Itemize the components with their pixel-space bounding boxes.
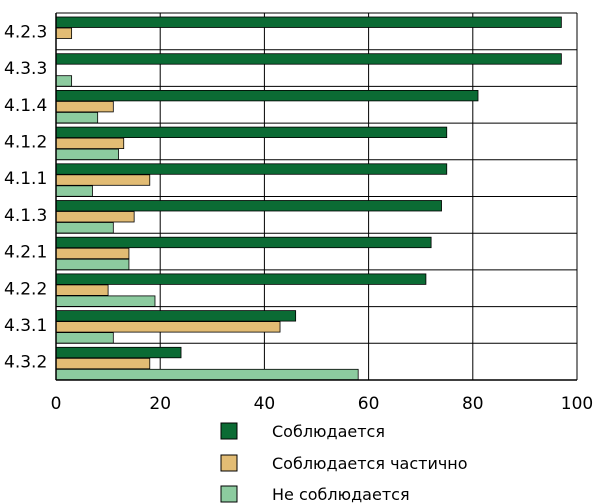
bar-4.1.1-3: [55, 185, 93, 197]
category-label: 4.1.1: [4, 169, 47, 189]
category-label: 4.1.4: [4, 96, 47, 116]
category-label: 4.2.1: [4, 243, 47, 263]
x-tick-label: 40: [254, 394, 276, 414]
bar-4.2.2-1: [55, 273, 427, 285]
bar-4.1.1-2: [55, 174, 151, 186]
gridlines: [55, 13, 578, 380]
bar-4.1.3-1: [55, 200, 442, 212]
category-label: 4.3.1: [4, 316, 47, 336]
x-tick-labels: 0 20 40 60 80 100: [51, 394, 593, 414]
bar-4.1.4-3: [55, 112, 99, 124]
bar-4.1.1-1: [55, 163, 448, 175]
x-tick-label: 60: [358, 394, 380, 414]
category-label: 4.3.3: [4, 59, 47, 79]
bar-4.3.2-1: [55, 346, 182, 359]
bar-4.2.3-2: [55, 27, 73, 39]
bar-4.2.3-1: [55, 16, 562, 28]
bar-4.3.2-2: [55, 357, 151, 370]
category-label: 4.3.2: [4, 353, 47, 373]
bar-4.3.3-1: [55, 53, 562, 65]
bar-4.1.2-2: [55, 137, 125, 150]
bar-4.1.2-1: [55, 126, 448, 138]
legend-swatch: [220, 485, 238, 503]
category-label: 4.2.2: [4, 279, 47, 299]
bar-4.1.3-3: [55, 222, 114, 234]
category-label: 4.2.3: [4, 22, 47, 42]
x-tick-label: 20: [149, 394, 171, 414]
plot-frame: [55, 12, 577, 381]
bar-4.3.1-1: [55, 310, 297, 322]
bar-4.2.2-3: [55, 295, 156, 307]
bar-4.3.2-3: [55, 368, 359, 381]
category-labels: 4.2.3 4.3.3 4.1.4 4.1.2 4.1.1 4.1.3 4.2.1 4.2.2…: [4, 22, 47, 372]
legend-label: Соблюдается частично: [272, 454, 468, 473]
bar-4.1.4-1: [55, 90, 479, 102]
x-tick-label: 80: [462, 394, 484, 414]
bar-4.1.3-2: [55, 211, 135, 223]
bar-4.2.1-1: [55, 236, 432, 249]
bar-4.2.2-2: [55, 284, 109, 296]
bar-4.3.1-3: [55, 332, 114, 344]
bars: [55, 16, 562, 381]
x-tick-label: 0: [51, 394, 62, 414]
bar-4.1.2-3: [55, 148, 119, 161]
legend: Соблюдается Соблюдается частично Не соблюд…: [220, 422, 468, 504]
x-tick-label: 100: [561, 394, 593, 414]
bar-4.2.1-2: [55, 247, 130, 260]
legend-label: Соблюдается: [272, 422, 385, 441]
category-label: 4.1.2: [4, 132, 47, 152]
bar-4.1.4-2: [55, 101, 114, 113]
bar-4.3.3-3: [55, 75, 73, 87]
legend-swatch: [220, 454, 238, 472]
legend-label: Не соблюдается: [272, 485, 410, 504]
bar-4.2.1-3: [55, 258, 130, 271]
legend-swatch: [220, 422, 238, 440]
bar-4.3.1-2: [55, 321, 281, 333]
category-label: 4.1.3: [4, 206, 47, 226]
